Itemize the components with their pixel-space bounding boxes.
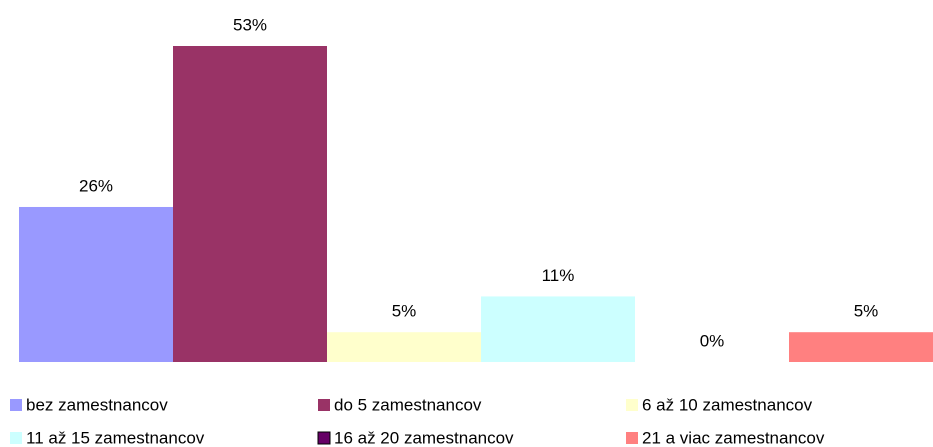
value-label: 5% [854,302,879,321]
value-label: 11% [542,266,575,285]
bar [19,206,173,362]
value-label: 5% [392,302,417,321]
value-label: 26% [79,176,113,195]
bar [481,296,635,362]
legend-label: 21 a viac zamestnancov [642,428,825,447]
legend-swatch [10,432,22,444]
value-label: 53% [233,15,267,34]
legend-swatch [317,431,331,445]
legend-label: bez zamestnancov [26,395,168,414]
legend-label: do 5 zamestnancov [334,395,482,414]
legend-swatch [318,399,330,411]
bar [173,46,327,362]
bar [327,332,481,362]
bar [789,332,933,362]
value-label: 0% [700,331,725,350]
legend-swatch [626,432,638,444]
legend-swatch [10,399,22,411]
legend-label: 6 až 10 zamestnancov [642,395,813,414]
legend-swatch [626,399,638,411]
legend-label: 16 až 20 zamestnancov [334,428,514,447]
legend-label: 11 až 15 zamestnancov [26,428,205,447]
